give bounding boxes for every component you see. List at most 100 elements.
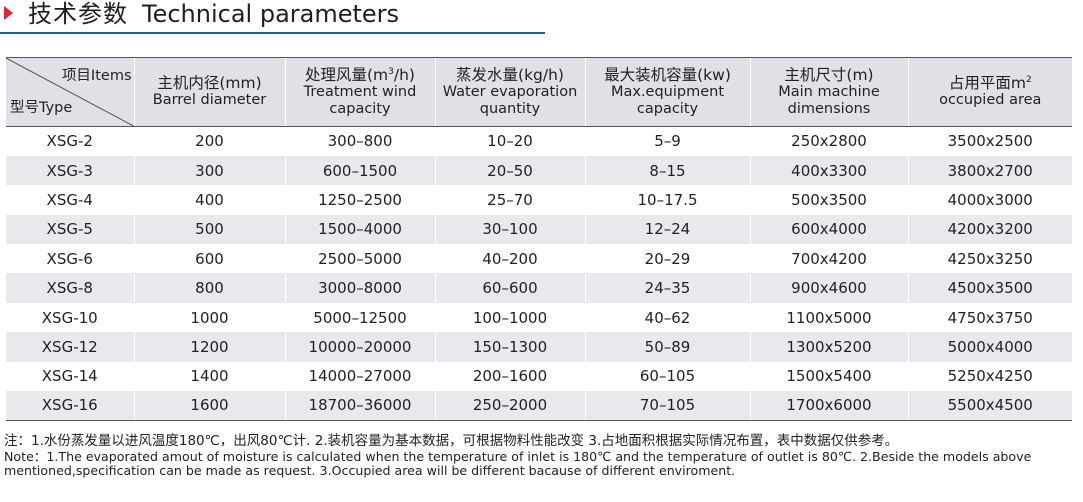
cell-barrel-diameter: 500 <box>133 214 285 245</box>
column-header-cn: 处理风量(m3/h) <box>305 65 415 84</box>
cell-model: XSG-5 <box>46 220 93 239</box>
cell-main-machine-dimensions: 1700x6000 <box>749 391 908 421</box>
section-title: 技术参数 Technical parameters <box>28 0 399 31</box>
cell-occupied-area: 5000x4000 <box>907 332 1072 362</box>
section-title-cn: 技术参数 <box>28 0 128 28</box>
cell-max-equipment: 24–35 <box>584 273 750 303</box>
cell-main-machine-dimensions: 1300x5200 <box>749 332 908 362</box>
cell-barrel-diameter: 1400 <box>133 361 285 392</box>
diagonal-divider <box>6 58 134 126</box>
cell-main-machine-dimensions: 900x4600 <box>749 273 908 303</box>
cell-water-evaporation: 25–70 <box>434 185 585 215</box>
cell-treatment-wind: 14000–27000 <box>284 361 435 392</box>
items-label: 项目Items <box>61 68 132 84</box>
cell-max-equipment: 20–29 <box>584 244 750 274</box>
cell-max-equipment: 70–105 <box>584 391 750 421</box>
cell-max-equipment: 60–105 <box>584 361 750 392</box>
cell-model: XSG-8 <box>46 279 93 298</box>
cell-barrel-diameter: 400 <box>133 185 285 215</box>
cell-model: XSG-14 <box>41 367 98 386</box>
cell-occupied-area: 5250x4250 <box>907 361 1072 392</box>
cell-main-machine-dimensions: 400x3300 <box>749 155 908 186</box>
column-header-cn: 主机尺寸(m) <box>784 65 874 84</box>
column-header-occupied-area: 占用平面m2 occupied area <box>907 57 1072 127</box>
table-row: XSG-2 200 300–800 10–20 5–9 250x2800 3500x2500 <box>6 126 1072 156</box>
technical-parameters-table: 项目Items 型号Type 主机内径(mm) Barrel diameter … <box>6 57 1072 421</box>
column-header-en: Barrel diameter <box>152 92 267 108</box>
cell-model: XSG-2 <box>46 132 93 151</box>
table-body: XSG-2 200 300–800 10–20 5–9 250x2800 3500x2500… <box>6 126 1072 421</box>
column-header-en: Treatment wind <box>303 83 417 100</box>
column-header-en: quantity <box>479 100 541 117</box>
column-header-treatment-wind: 处理风量(m3/h) Treatment wind capacity <box>284 57 435 127</box>
cell-water-evaporation: 200–1600 <box>434 361 585 392</box>
table-row: XSG-12 1200 10000–20000 150–1300 50–89 1300x5… <box>6 332 1072 362</box>
cell-occupied-area: 4000x3000 <box>907 185 1072 215</box>
cell-max-equipment: 5–9 <box>584 126 750 156</box>
table-row: XSG-16 1600 18700–36000 250–2000 70–105 1700x… <box>6 391 1072 421</box>
cell-treatment-wind: 18700–36000 <box>284 391 435 421</box>
cell-barrel-diameter: 1600 <box>133 391 285 421</box>
cell-model: XSG-6 <box>46 249 93 268</box>
cell-treatment-wind: 1500–4000 <box>284 214 435 245</box>
column-header-barrel-diameter: 主机内径(mm) Barrel diameter <box>133 57 285 127</box>
cell-water-evaporation: 100–1000 <box>434 302 585 333</box>
column-header-en: dimensions <box>787 100 871 117</box>
column-header-water-evaporation: 蒸发水量(kg/h) Water evaporation quantity <box>434 57 585 127</box>
column-header-en: Main machine <box>778 83 880 100</box>
cell-occupied-area: 4250x3250 <box>907 244 1072 274</box>
table-row: XSG-4 400 1250–2500 25–70 10–17.5 500x3500 400… <box>6 185 1072 215</box>
table-row: XSG-3 300 600–1500 20–50 8–15 400x3300 3800x27… <box>6 155 1072 186</box>
column-header-en: Water evaporation <box>442 83 578 100</box>
column-header-en: capacity <box>329 100 391 117</box>
cell-occupied-area: 4750x3750 <box>907 302 1072 333</box>
table-row: XSG-6 600 2500–5000 40–200 20–29 700x4200 4250… <box>6 244 1072 274</box>
cell-barrel-diameter: 600 <box>133 244 285 274</box>
cell-main-machine-dimensions: 1500x5400 <box>749 361 908 392</box>
section-title-en: Technical parameters <box>142 0 400 28</box>
table-row: XSG-5 500 1500–4000 30–100 12–24 600x4000 4200… <box>6 214 1072 245</box>
cell-main-machine-dimensions: 700x4200 <box>749 244 908 274</box>
cell-barrel-diameter: 200 <box>133 126 285 156</box>
title-underline <box>0 32 545 34</box>
column-header-max-equipment: 最大装机容量(kw) Max.equipment capacity <box>584 57 750 127</box>
column-header-cn: 占用平面m2 <box>948 74 1032 92</box>
cell-barrel-diameter: 1200 <box>133 332 285 362</box>
cell-treatment-wind: 5000–12500 <box>284 302 435 333</box>
cell-max-equipment: 50–89 <box>584 332 750 362</box>
cell-barrel-diameter: 800 <box>133 273 285 303</box>
cell-water-evaporation: 10–20 <box>434 126 585 156</box>
table-row: XSG-14 1400 14000–27000 200–1600 60–105 1500x… <box>6 361 1072 392</box>
cell-water-evaporation: 40–200 <box>434 244 585 274</box>
column-header-cn: 蒸发水量(kg/h) <box>456 65 564 84</box>
column-header-en: occupied area <box>939 92 1042 108</box>
type-label: 型号Type <box>10 100 73 116</box>
note-english: Note：1.The evaporated amout of moisture … <box>4 449 1032 478</box>
cell-model: XSG-12 <box>41 337 98 356</box>
cell-max-equipment: 8–15 <box>584 155 750 186</box>
cell-model: XSG-4 <box>46 190 93 209</box>
cell-occupied-area: 5500x4500 <box>907 391 1072 421</box>
cell-occupied-area: 3800x2700 <box>907 155 1072 186</box>
cell-max-equipment: 10–17.5 <box>584 185 750 215</box>
note-chinese: 注：1.水份蒸发量以进风温度180℃，出风80℃计. 2.装机容量为基本数据，可… <box>4 433 899 449</box>
cell-main-machine-dimensions: 600x4000 <box>749 214 908 245</box>
column-header-en: Max.equipment <box>610 83 725 100</box>
column-header-en: capacity <box>636 100 699 117</box>
column-header-cn: 最大装机容量(kw) <box>604 65 731 84</box>
cell-barrel-diameter: 1000 <box>133 302 285 333</box>
notes-section: 注：1.水份蒸发量以进风温度180℃，出风80℃计. 2.装机容量为基本数据，可… <box>4 432 1080 478</box>
cell-model: XSG-16 <box>6 391 134 421</box>
cell-main-machine-dimensions: 250x2800 <box>749 126 908 156</box>
cell-occupied-area: 4500x3500 <box>907 273 1072 303</box>
cell-water-evaporation: 30–100 <box>434 214 585 245</box>
cell-model: XSG-3 <box>46 161 93 180</box>
cell-treatment-wind: 300–800 <box>284 126 435 156</box>
triangle-arrow-icon <box>4 6 13 20</box>
cell-main-machine-dimensions: 500x3500 <box>749 185 908 215</box>
corner-header-cell: 项目Items 型号Type <box>6 57 134 127</box>
table-header-row: 项目Items 型号Type 主机内径(mm) Barrel diameter … <box>6 57 1072 127</box>
cell-water-evaporation: 150–1300 <box>434 332 585 362</box>
cell-max-equipment: 12–24 <box>584 214 750 245</box>
cell-treatment-wind: 3000–8000 <box>284 273 435 303</box>
